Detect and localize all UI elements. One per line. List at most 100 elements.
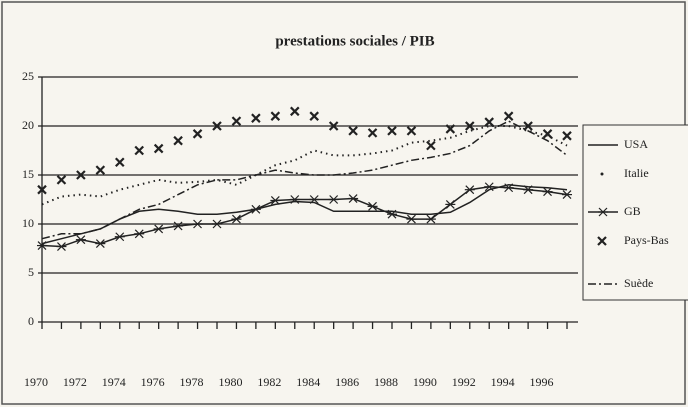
x-tick-label: 1978 bbox=[180, 375, 204, 389]
marker-stroke bbox=[523, 121, 533, 131]
x-tick-label: 1980 bbox=[218, 375, 242, 389]
point-marker bbox=[348, 194, 359, 203]
point-marker bbox=[75, 235, 86, 245]
point-marker bbox=[523, 185, 534, 195]
point-marker bbox=[153, 224, 164, 234]
point-marker bbox=[289, 106, 300, 117]
point-marker bbox=[464, 121, 475, 131]
point-marker bbox=[387, 126, 397, 136]
point-marker bbox=[445, 124, 456, 134]
point-marker bbox=[464, 185, 475, 195]
point-marker bbox=[212, 219, 222, 229]
marker-stroke bbox=[192, 129, 203, 139]
legend-label: Italie bbox=[624, 166, 649, 180]
point-marker bbox=[153, 143, 164, 154]
point-marker bbox=[95, 239, 106, 249]
point-marker bbox=[367, 128, 378, 138]
chart-title: prestations sociales / PIB bbox=[275, 33, 434, 49]
point-marker bbox=[56, 175, 67, 185]
point-marker bbox=[134, 229, 145, 239]
point-marker bbox=[192, 129, 203, 139]
point-marker bbox=[503, 111, 514, 121]
legend-label: Pays-Bas bbox=[624, 233, 669, 247]
legend-label: GB bbox=[624, 204, 641, 218]
x-tick-label: 1994 bbox=[491, 375, 515, 389]
series-line bbox=[41, 186, 568, 248]
point-marker bbox=[37, 184, 47, 195]
point-marker bbox=[173, 135, 183, 146]
marker-stroke bbox=[251, 113, 261, 123]
marker-stroke bbox=[597, 236, 607, 246]
marker-stroke bbox=[173, 135, 183, 146]
marker-stroke bbox=[406, 126, 417, 136]
y-tick-label: 0 bbox=[28, 314, 34, 328]
x-tick-label: 1992 bbox=[452, 375, 476, 389]
x-tick-label: 1976 bbox=[141, 375, 165, 389]
point-marker bbox=[426, 140, 436, 151]
marker-stroke bbox=[231, 116, 242, 126]
marker-stroke bbox=[76, 170, 86, 180]
point-marker bbox=[289, 195, 300, 204]
y-tick-label: 25 bbox=[22, 69, 34, 83]
marker-stroke bbox=[270, 111, 281, 121]
point-marker bbox=[328, 121, 339, 131]
x-tick-label: 1990 bbox=[413, 375, 437, 389]
y-tick-label: 20 bbox=[22, 118, 34, 132]
marker-stroke bbox=[328, 121, 339, 131]
point-marker bbox=[367, 201, 378, 211]
y-tick-label: 5 bbox=[28, 265, 34, 279]
series-line bbox=[41, 184, 568, 245]
marker-stroke bbox=[309, 111, 320, 121]
point-marker bbox=[95, 165, 106, 175]
marker-stroke bbox=[445, 124, 456, 134]
point-marker bbox=[192, 219, 203, 229]
point-marker bbox=[523, 121, 533, 131]
point-marker bbox=[250, 204, 261, 214]
point-marker bbox=[309, 195, 320, 204]
point-marker bbox=[484, 182, 495, 192]
point-marker bbox=[309, 111, 320, 121]
series-line bbox=[41, 120, 568, 240]
point-marker bbox=[503, 183, 514, 193]
marker-stroke bbox=[348, 126, 358, 136]
x-tick-label: 1986 bbox=[335, 375, 359, 389]
point-marker bbox=[114, 157, 125, 168]
legend-label: Suède bbox=[624, 276, 653, 290]
marker-stroke bbox=[37, 184, 47, 195]
point-marker bbox=[406, 214, 417, 224]
point-marker bbox=[542, 129, 553, 139]
x-tick-label: 1982 bbox=[257, 375, 281, 389]
x-tick-label: 1988 bbox=[374, 375, 398, 389]
point-marker bbox=[445, 199, 456, 209]
marker-stroke bbox=[134, 145, 145, 156]
point-marker bbox=[173, 221, 184, 231]
marker-stroke bbox=[153, 143, 164, 154]
marker-stroke bbox=[562, 131, 572, 141]
x-tick-label: 1996 bbox=[530, 375, 554, 389]
point-marker bbox=[542, 187, 553, 197]
point-marker bbox=[270, 196, 281, 205]
x-tick-label: 1974 bbox=[102, 375, 126, 389]
point-marker bbox=[484, 117, 495, 127]
marker-stroke bbox=[56, 175, 67, 185]
marker-stroke bbox=[367, 128, 378, 138]
marker-stroke bbox=[542, 129, 553, 139]
marker-stroke bbox=[289, 106, 300, 117]
legend-label: USA bbox=[624, 137, 648, 151]
y-tick-label: 10 bbox=[22, 216, 34, 230]
marker-stroke bbox=[503, 111, 514, 121]
point-marker bbox=[406, 126, 417, 136]
legend-swatch bbox=[600, 172, 604, 176]
marker-stroke bbox=[212, 121, 222, 131]
x-tick-label: 1970 bbox=[24, 375, 48, 389]
y-tick-label: 15 bbox=[22, 167, 34, 181]
point-marker bbox=[76, 170, 86, 180]
point-marker bbox=[56, 242, 67, 251]
point-marker bbox=[114, 232, 125, 242]
point-marker bbox=[387, 209, 397, 219]
point-marker bbox=[231, 214, 242, 224]
marker-stroke bbox=[464, 121, 475, 131]
marker-stroke bbox=[387, 126, 397, 136]
